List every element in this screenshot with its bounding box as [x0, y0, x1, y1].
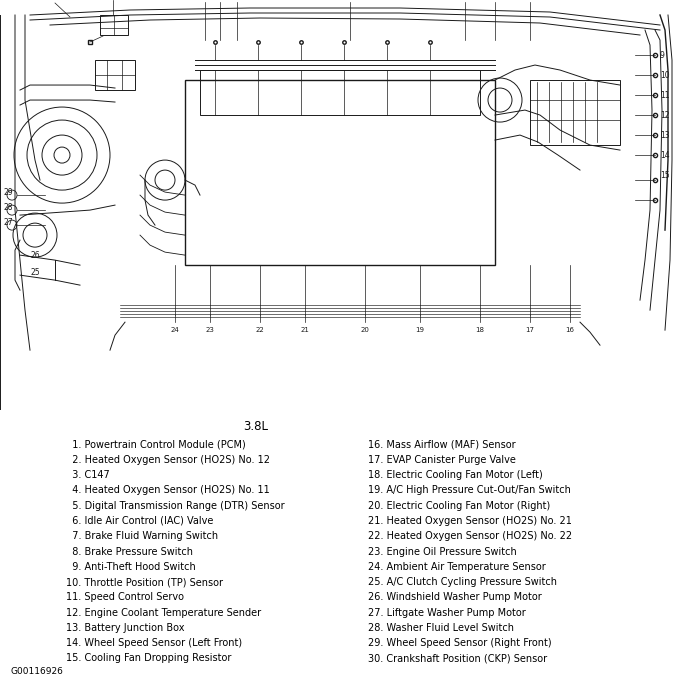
- Text: 9. Anti-Theft Hood Switch: 9. Anti-Theft Hood Switch: [66, 562, 196, 572]
- Text: 27. Liftgate Washer Pump Motor: 27. Liftgate Washer Pump Motor: [368, 607, 525, 618]
- Text: 19: 19: [416, 327, 424, 333]
- Text: 22: 22: [256, 327, 265, 333]
- Text: 14. Wheel Speed Sensor (Left Front): 14. Wheel Speed Sensor (Left Front): [66, 638, 243, 648]
- Text: 19. A/C High Pressure Cut-Out/Fan Switch: 19. A/C High Pressure Cut-Out/Fan Switch: [368, 485, 570, 496]
- Text: 13. Battery Junction Box: 13. Battery Junction Box: [66, 623, 185, 633]
- Text: 30. Crankshaft Position (CKP) Sensor: 30. Crankshaft Position (CKP) Sensor: [368, 654, 547, 663]
- Text: 18: 18: [475, 327, 484, 333]
- Bar: [95, 60, 135, 90]
- Text: 11: 11: [660, 91, 669, 100]
- Bar: [100, 15, 128, 35]
- Text: 1. Powertrain Control Module (PCM): 1. Powertrain Control Module (PCM): [66, 439, 246, 450]
- Text: 28. Washer Fluid Level Switch: 28. Washer Fluid Level Switch: [368, 623, 514, 633]
- Text: 4. Heated Oxygen Sensor (HO2S) No. 11: 4. Heated Oxygen Sensor (HO2S) No. 11: [66, 485, 270, 496]
- Text: 3.8L: 3.8L: [243, 420, 268, 433]
- Text: 11. Speed Control Servo: 11. Speed Control Servo: [66, 593, 185, 602]
- Text: 21: 21: [300, 327, 309, 333]
- Text: 8. Brake Pressure Switch: 8. Brake Pressure Switch: [66, 546, 193, 557]
- Text: 24: 24: [171, 327, 179, 333]
- Text: 16: 16: [566, 327, 575, 333]
- Text: 12: 12: [660, 111, 669, 119]
- Text: 23. Engine Oil Pressure Switch: 23. Engine Oil Pressure Switch: [368, 546, 517, 557]
- Text: 25: 25: [30, 268, 40, 277]
- Text: 5. Digital Transmission Range (DTR) Sensor: 5. Digital Transmission Range (DTR) Sens…: [66, 501, 285, 511]
- Text: 29. Wheel Speed Sensor (Right Front): 29. Wheel Speed Sensor (Right Front): [368, 638, 551, 648]
- Text: 30: 30: [45, 0, 55, 2]
- Text: 3. C147: 3. C147: [66, 470, 111, 480]
- Text: G00116926: G00116926: [10, 667, 64, 676]
- Text: 29: 29: [4, 188, 13, 197]
- Text: 27: 27: [4, 218, 13, 226]
- Text: 18. Electric Cooling Fan Motor (Left): 18. Electric Cooling Fan Motor (Left): [368, 470, 542, 480]
- Text: 9: 9: [660, 51, 665, 60]
- Text: 22. Heated Oxygen Sensor (HO2S) No. 22: 22. Heated Oxygen Sensor (HO2S) No. 22: [368, 532, 572, 541]
- Text: 16. Mass Airflow (MAF) Sensor: 16. Mass Airflow (MAF) Sensor: [368, 439, 515, 450]
- Text: 26. Windshield Washer Pump Motor: 26. Windshield Washer Pump Motor: [368, 593, 541, 602]
- Text: 24. Ambient Air Temperature Sensor: 24. Ambient Air Temperature Sensor: [368, 562, 545, 572]
- Text: 7. Brake Fluid Warning Switch: 7. Brake Fluid Warning Switch: [66, 532, 218, 541]
- Text: 23: 23: [206, 327, 214, 333]
- Text: 25. A/C Clutch Cycling Pressure Switch: 25. A/C Clutch Cycling Pressure Switch: [368, 577, 556, 587]
- Text: 13: 13: [660, 131, 670, 140]
- Text: 17: 17: [526, 327, 535, 333]
- Bar: [185, 80, 495, 265]
- Text: 12. Engine Coolant Temperature Sender: 12. Engine Coolant Temperature Sender: [66, 607, 262, 618]
- Text: 15: 15: [660, 171, 670, 180]
- Bar: [530, 80, 620, 145]
- Bar: [200, 70, 480, 115]
- Text: 20: 20: [360, 327, 370, 333]
- Text: 17. EVAP Canister Purge Valve: 17. EVAP Canister Purge Valve: [368, 455, 515, 465]
- Text: 10: 10: [660, 71, 670, 79]
- Text: 20. Electric Cooling Fan Motor (Right): 20. Electric Cooling Fan Motor (Right): [368, 501, 550, 511]
- Text: 14: 14: [660, 151, 670, 159]
- Text: 21. Heated Oxygen Sensor (HO2S) No. 21: 21. Heated Oxygen Sensor (HO2S) No. 21: [368, 516, 571, 526]
- Text: 10. Throttle Position (TP) Sensor: 10. Throttle Position (TP) Sensor: [66, 577, 223, 587]
- Text: 6. Idle Air Control (IAC) Valve: 6. Idle Air Control (IAC) Valve: [66, 516, 214, 526]
- Text: 2. Heated Oxygen Sensor (HO2S) No. 12: 2. Heated Oxygen Sensor (HO2S) No. 12: [66, 455, 270, 465]
- Text: 15. Cooling Fan Dropping Resistor: 15. Cooling Fan Dropping Resistor: [66, 654, 232, 663]
- Text: 26: 26: [30, 251, 40, 260]
- Text: 28: 28: [4, 203, 13, 212]
